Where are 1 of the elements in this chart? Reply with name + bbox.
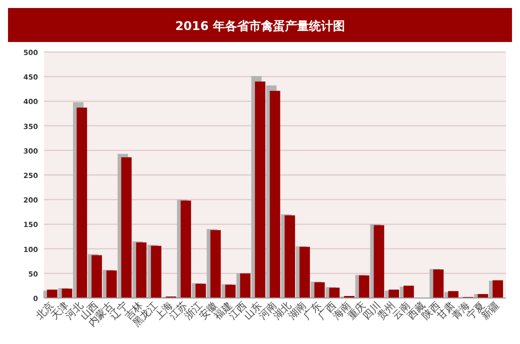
chart-title: 2016 年各省市禽蛋产量统计图 <box>175 19 345 33</box>
